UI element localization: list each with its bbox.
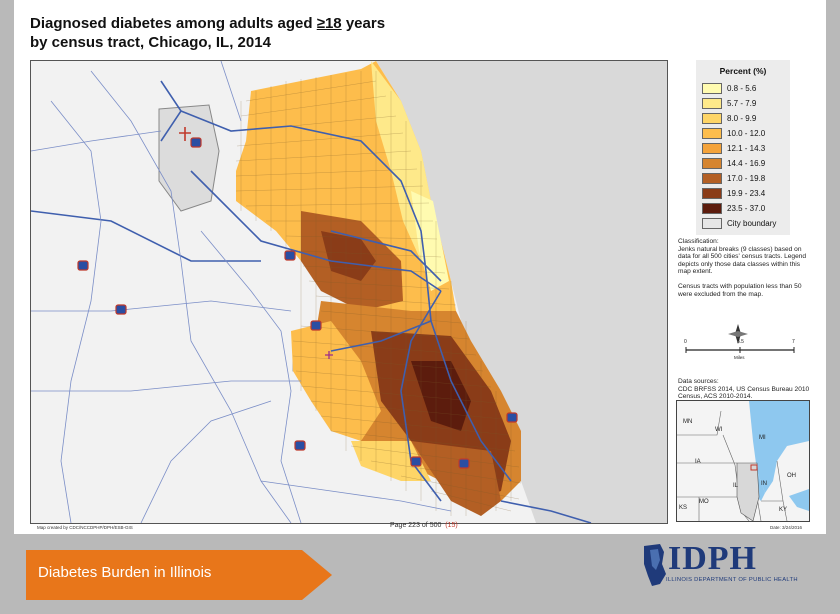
legend-label: 23.5 - 37.0 bbox=[727, 203, 766, 213]
legend-row: 23.5 - 37.0 bbox=[702, 202, 765, 214]
lake-michigan bbox=[376, 61, 667, 523]
tract-grid bbox=[235, 71, 522, 516]
idph-logo-subtitle: ILLINOIS DEPARTMENT OF PUBLIC HEALTH bbox=[666, 577, 798, 583]
choropleth-map bbox=[30, 60, 668, 524]
inset-state-label: MN bbox=[683, 419, 693, 425]
highways bbox=[31, 80, 592, 523]
legend-label: 0.8 - 5.6 bbox=[727, 83, 757, 93]
page-number-text: Page 223 of 500 bbox=[390, 522, 442, 529]
legend-row: 12.1 - 14.3 bbox=[702, 142, 765, 154]
interstate-shields bbox=[77, 137, 518, 469]
map-notes: Classification: Jenks natural breaks (9 … bbox=[678, 238, 812, 305]
legend-row-boundary: City boundary bbox=[702, 217, 776, 229]
inset-state-label: MI bbox=[759, 435, 766, 441]
legend-label: 14.4 - 16.9 bbox=[727, 158, 766, 168]
legend-title: Percent (%) bbox=[719, 66, 767, 76]
map-credit: Map created by CDC/NCCDPHP/DPH/ESB-GIS bbox=[37, 525, 133, 530]
legend-swatch bbox=[702, 82, 722, 94]
section-banner bbox=[26, 550, 332, 600]
south-side-highest bbox=[411, 361, 471, 431]
scale-label-mid: 3.5 bbox=[737, 339, 744, 345]
legend-swatch bbox=[702, 202, 722, 214]
map-canvas bbox=[31, 61, 667, 523]
legend-label: 12.1 - 14.3 bbox=[727, 143, 766, 153]
inset-state-label: WI bbox=[715, 427, 723, 433]
secondary-roads bbox=[31, 61, 452, 523]
legend-row: 17.0 - 19.8 bbox=[702, 172, 765, 184]
scale-and-north-arrow: 0 3.5 7 Miles bbox=[682, 322, 802, 364]
map-title: Diagnosed diabetes among adults aged ≥18… bbox=[30, 14, 385, 52]
legend-swatch bbox=[702, 157, 722, 169]
inset-state-label: IN bbox=[761, 481, 767, 487]
idph-logo-icon bbox=[644, 544, 666, 586]
idph-logo-text: IDPH bbox=[668, 540, 757, 577]
legend-label: 10.0 - 12.0 bbox=[727, 128, 766, 138]
legend-label: 5.7 - 7.9 bbox=[727, 98, 757, 108]
inset-state-label: OH bbox=[787, 473, 796, 479]
legend-row: 5.7 - 7.9 bbox=[702, 97, 756, 109]
legend-swatch bbox=[702, 97, 722, 109]
inset-state-label: IA bbox=[695, 459, 701, 465]
legend-swatch bbox=[702, 187, 722, 199]
legend-swatch bbox=[702, 112, 722, 124]
inset-state-label: KS bbox=[679, 505, 688, 511]
inset-map-canvas bbox=[677, 401, 809, 521]
legend-swatch bbox=[702, 142, 722, 154]
inset-state-label: IL bbox=[733, 483, 739, 489]
city-lakefront bbox=[411, 191, 449, 291]
legend-swatch bbox=[702, 172, 722, 184]
scale-label-0: 0 bbox=[684, 339, 687, 345]
legend-swatch-boundary bbox=[702, 217, 722, 229]
legend-row: 14.4 - 16.9 bbox=[702, 157, 765, 169]
exclusion-note: Census tracts with population less than … bbox=[678, 282, 802, 298]
page-number: Page 223 of 500 (15) bbox=[390, 522, 458, 529]
legend: Percent (%) 0.8 - 5.6 5.7 - 7.9 8.0 - 9.9 1… bbox=[696, 60, 790, 235]
southwest-side bbox=[291, 321, 381, 441]
west-side-highest bbox=[321, 231, 376, 281]
scale-label-max: 7 bbox=[792, 339, 795, 345]
title-years: years bbox=[341, 15, 386, 32]
ohare-airport bbox=[158, 104, 220, 212]
title-line2: by census tract, Chicago, IL, 2014 bbox=[30, 34, 271, 51]
title-age: ≥18 bbox=[316, 15, 342, 32]
inset-state-label: KY bbox=[779, 507, 788, 513]
legend-label-boundary: City boundary bbox=[727, 218, 777, 228]
legend-swatch bbox=[702, 127, 722, 139]
scale-unit: Miles bbox=[734, 355, 745, 360]
legend-row: 8.0 - 9.9 bbox=[702, 112, 756, 124]
north-arrow-icon bbox=[685, 324, 795, 353]
airport-marker-ohare bbox=[179, 127, 191, 141]
locator-inset-map: MN WI MI IA IL IN OH MO KY KS bbox=[676, 400, 810, 522]
airport-marker-midway bbox=[325, 351, 333, 359]
map-date: Date: 3/24/2016 bbox=[770, 525, 803, 530]
banner-text: Diabetes Burden in Illinois bbox=[38, 564, 212, 581]
classification-note: Classification: Jenks natural breaks (9 … bbox=[678, 238, 807, 276]
data-sources: Data sources: CDC BRFSS 2014, US Census … bbox=[678, 378, 810, 401]
legend-row: 19.9 - 23.4 bbox=[702, 187, 765, 199]
legend-row: 10.0 - 12.0 bbox=[702, 127, 765, 139]
page-number-extra: (15) bbox=[445, 522, 458, 529]
legend-label: 19.9 - 23.4 bbox=[727, 188, 766, 198]
title-line1: Diagnosed diabetes among adults aged bbox=[30, 15, 317, 32]
legend-label: 17.0 - 19.8 bbox=[727, 173, 766, 183]
inset-state-label: MO bbox=[699, 499, 709, 505]
legend-label: 8.0 - 9.9 bbox=[727, 113, 757, 123]
legend-row: 0.8 - 5.6 bbox=[702, 82, 756, 94]
far-south bbox=[411, 441, 501, 516]
